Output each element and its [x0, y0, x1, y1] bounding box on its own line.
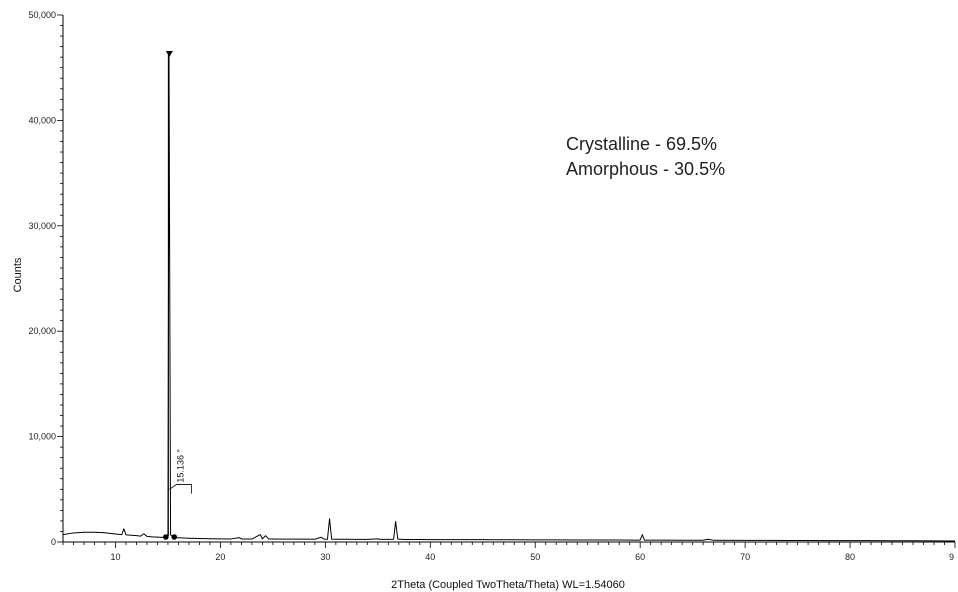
- y-tick-label: 40,000: [28, 115, 56, 125]
- y-axis-title: Counts: [12, 257, 24, 292]
- y-axis: 0 10,000 20,000 30,000 40,000 50,000: [28, 10, 64, 547]
- x-tick-label: 60: [635, 552, 645, 562]
- peak-base-dot-left: [163, 534, 169, 540]
- x-tick-label: 40: [425, 552, 435, 562]
- y-tick-label: 10,000: [28, 432, 56, 442]
- y-tick-label: 50,000: [28, 10, 56, 20]
- x-tick-label: 70: [740, 552, 750, 562]
- y-tick-label: 30,000: [28, 221, 56, 231]
- x-tick-label: 50: [530, 552, 540, 562]
- annotation-amorphous: Amorphous - 30.5%: [566, 159, 725, 179]
- peak-label-leader: [169, 484, 192, 494]
- peak-label: 15.136 °: [175, 449, 185, 483]
- x-tick-label: 30: [320, 552, 330, 562]
- x-tick-label: 10: [110, 552, 120, 562]
- x-axis-title: 2Theta (Coupled TwoTheta/Theta) WL=1.540…: [391, 579, 625, 591]
- series-line-0: [62, 53, 956, 542]
- peak-marker-triangle: [165, 50, 173, 57]
- x-axis: 10 20 30 40 50 60 70 80 9: [62, 541, 956, 562]
- peak-marker-group: 15.136 °: [163, 50, 192, 540]
- series-group: [62, 53, 956, 542]
- annotation-crystalline: Crystalline - 69.5%: [566, 134, 717, 154]
- y-tick-label: 0: [51, 537, 56, 547]
- peak-base-dot-right: [171, 534, 178, 540]
- x-tick-label: 20: [215, 552, 225, 562]
- y-tick-label: 20,000: [28, 326, 56, 336]
- x-tick-label: 80: [845, 552, 855, 562]
- x-tick-label: 9: [949, 552, 954, 562]
